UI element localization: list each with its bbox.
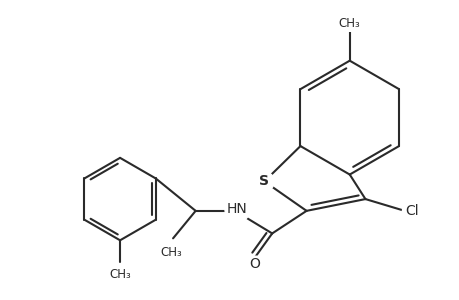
Text: S: S bbox=[259, 174, 269, 188]
Text: Cl: Cl bbox=[405, 204, 419, 218]
Text: CH₃: CH₃ bbox=[338, 17, 360, 30]
Text: HN: HN bbox=[226, 202, 246, 216]
Text: CH₃: CH₃ bbox=[160, 246, 182, 259]
Text: O: O bbox=[249, 257, 259, 271]
Text: CH₃: CH₃ bbox=[109, 268, 131, 281]
